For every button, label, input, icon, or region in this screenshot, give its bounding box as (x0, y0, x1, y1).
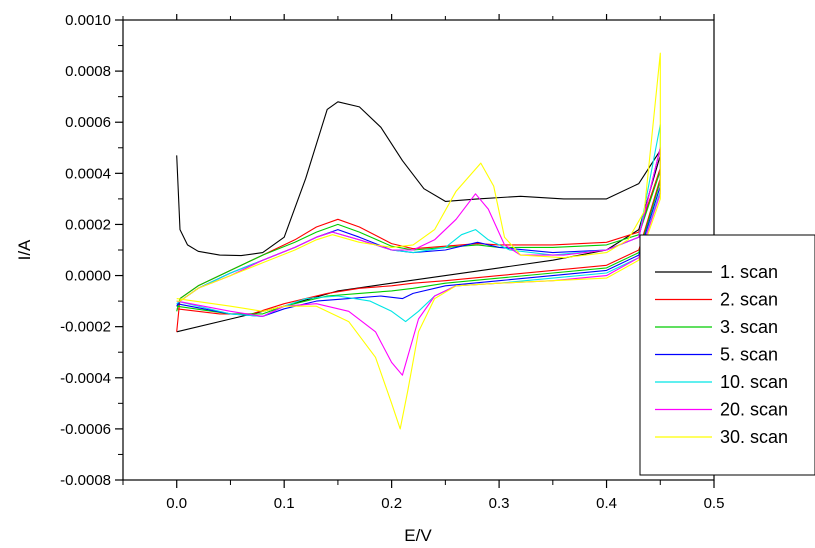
series-layer (176, 52, 661, 430)
y-tick-label: -0.0004 (60, 370, 111, 387)
y-tick-label: -0.0002 (60, 319, 111, 336)
y-axis-title: I/A (15, 239, 34, 260)
y-tick-label: 0.0008 (65, 63, 111, 80)
x-tick-label: 0.2 (381, 495, 402, 512)
legend-label: 1. scan (720, 262, 778, 282)
y-tick-label: 0.0004 (65, 165, 111, 182)
legend-label: 3. scan (720, 317, 778, 337)
y-tick-label: 0.0000 (65, 268, 111, 285)
y-axis: -0.0008 -0.0006 -0.0004 -0.0002 0.0000 0.0002… (60, 12, 123, 489)
x-tick-label: 0.3 (489, 495, 510, 512)
x-axis: 0.0 0.1 0.2 0.3 0.4 0.5 (122, 14, 725, 512)
y-tick-label: 0.0006 (65, 114, 111, 131)
series-line-1 (176, 101, 661, 333)
x-tick-label: 0.1 (274, 495, 295, 512)
series-line-2 (176, 167, 661, 332)
series-line-7 (176, 52, 661, 430)
legend-label: 2. scan (720, 290, 778, 310)
legend: 1. scan 2. scan 3. scan 5. scan 10. scan 20. … (639, 234, 815, 476)
x-tick-label: 0.5 (704, 495, 725, 512)
y-tick-label: 0.0010 (65, 12, 111, 29)
legend-label: 20. scan (720, 400, 788, 420)
y-tick-label: -0.0006 (60, 421, 111, 438)
series-line-4 (176, 147, 661, 317)
legend-label: 30. scan (720, 427, 788, 447)
series-line-3 (176, 170, 661, 315)
y-tick-label: 0.0002 (65, 216, 111, 233)
x-axis-title: E/V (404, 526, 432, 545)
legend-label: 5. scan (720, 345, 778, 365)
legend-label: 10. scan (720, 372, 788, 392)
y-tick-label: -0.0008 (60, 472, 111, 489)
x-tick-label: 0.0 (166, 495, 187, 512)
x-tick-label: 0.4 (596, 495, 617, 512)
